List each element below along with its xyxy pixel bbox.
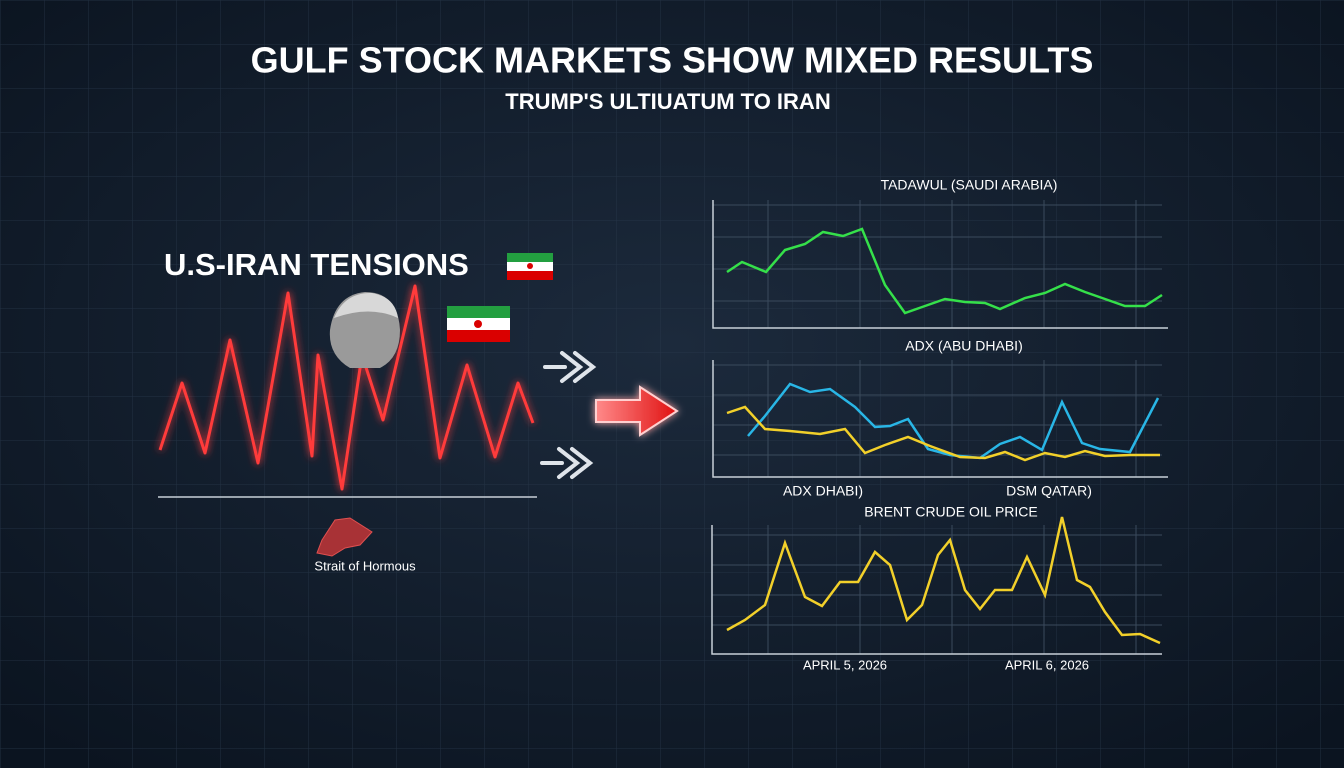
portrait <box>329 292 400 368</box>
tension-line <box>158 284 535 491</box>
map-label: Strait of Hormous <box>314 558 416 573</box>
flag-small <box>507 253 553 280</box>
chart-grid <box>713 360 1162 477</box>
tadawul-line <box>726 227 1163 315</box>
chart-grid <box>712 525 1162 654</box>
chart-title: TADAWUL (SAUDI ARABIA) <box>881 177 1058 193</box>
map-shape <box>316 517 373 557</box>
series-label: DSM QATAR) <box>1006 483 1092 499</box>
axis <box>712 200 1168 329</box>
subtitle: TRUMP'S ULTIUATUM TO IRAN <box>505 89 830 114</box>
date-label: APRIL 6, 2026 <box>1005 657 1089 672</box>
brent-line <box>726 516 1161 645</box>
date-label: APRIL 5, 2026 <box>803 657 887 672</box>
series-label: ADX DHABI) <box>783 483 863 499</box>
chart-title: BRENT CRUDE OIL PRICE <box>864 504 1037 520</box>
dsm-line <box>726 405 1160 462</box>
axis <box>712 360 1168 478</box>
title: GULF STOCK MARKETS SHOW MIXED RESULTS <box>251 40 1094 81</box>
red-arrow <box>595 385 679 437</box>
axis <box>711 525 1162 655</box>
adx-line <box>747 382 1160 460</box>
chevrons <box>540 351 597 479</box>
chart-title: ADX (ABU DHABI) <box>905 338 1022 354</box>
flag-large <box>447 306 510 342</box>
tensions-label: U.S-IRAN TENSIONS <box>164 247 469 282</box>
